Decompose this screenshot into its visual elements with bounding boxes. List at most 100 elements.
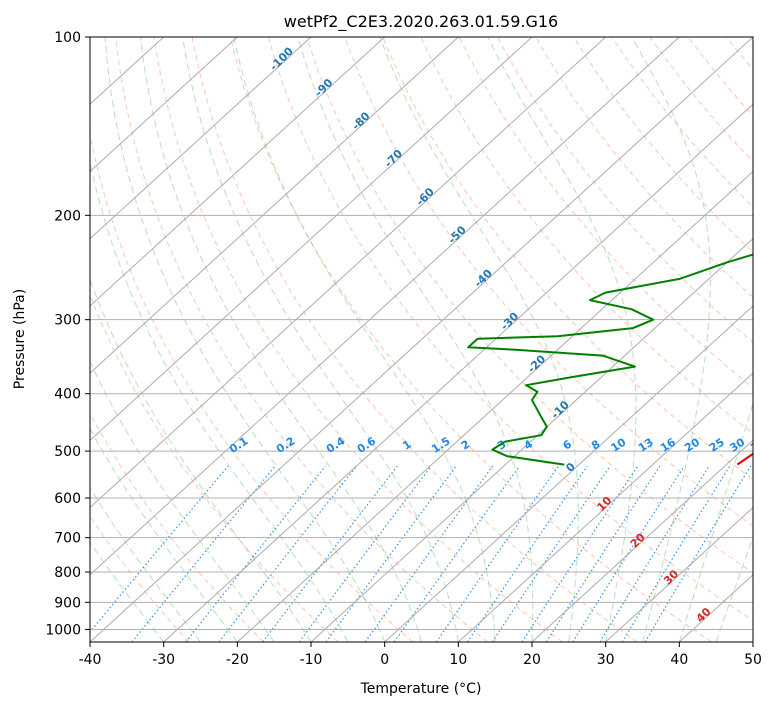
dry-adiabat-label: -70 — [382, 147, 405, 170]
moist-adiabat-label: 10 — [594, 494, 614, 514]
moist-adiabat-label: 30 — [661, 567, 681, 587]
isotherm — [163, 103, 753, 642]
dry-adiabat — [191, 37, 638, 642]
moist-adiabat — [379, 37, 579, 642]
mixing-ratio-label: 6 — [561, 437, 575, 452]
isotherm — [531, 439, 753, 642]
axis-ticks: -40 -30 -20 -10 0 10 20 30 40 5010020030040050060… — [45, 30, 762, 668]
mixing-ratio-label: 25 — [707, 436, 727, 455]
x-tick-label: 50 — [744, 652, 762, 668]
isotherm — [752, 641, 753, 642]
isotherm — [457, 372, 753, 642]
dry-adiabat — [90, 515, 190, 642]
isotherm — [90, 37, 533, 442]
x-tick-label: -20 — [226, 652, 249, 668]
y-tick-label: 100 — [54, 30, 81, 46]
mixing-ratio-line — [218, 465, 357, 642]
mixing-ratio-label: 10 — [609, 435, 629, 454]
dry-adiabat — [344, 37, 753, 527]
chart-title: wetPf2_C2E3.2020.263.01.59.G16 — [284, 12, 558, 32]
mixing-ratio-label: 30 — [727, 435, 747, 454]
mixing-ratio-line — [262, 465, 398, 642]
x-tick-label: -30 — [152, 652, 175, 668]
dry-adiabat — [649, 37, 753, 163]
isotherm — [90, 37, 753, 642]
x-tick-label: 20 — [523, 652, 541, 668]
dry-adiabat — [458, 37, 753, 389]
y-tick-label: 200 — [54, 208, 81, 224]
profiles — [467, 253, 753, 466]
dry-adiabat — [687, 37, 753, 117]
mixing-ratio-label: 0.4 — [324, 434, 348, 456]
x-tick-label: -40 — [79, 652, 102, 668]
y-axis-label: Pressure (hPa) — [12, 289, 28, 389]
isotherm — [90, 37, 386, 307]
mixing-ratio-label: 36 — [748, 435, 768, 454]
mixing-ratio-label: 1 — [400, 438, 414, 453]
dry-adiabat-label: -30 — [498, 310, 521, 333]
mixing-ratio-line — [131, 465, 276, 642]
dry-adiabat — [115, 37, 488, 642]
moist-adiabat — [90, 427, 238, 642]
mixing-ratio-line — [644, 465, 752, 642]
moist-adiabat — [715, 535, 753, 642]
isotherm — [90, 37, 238, 173]
mixing-ratio-line — [185, 465, 326, 642]
moist-adiabat — [90, 360, 275, 642]
moist-adiabat-label: 40 — [694, 605, 714, 625]
dry-adiabat-label: -50 — [446, 223, 469, 246]
dry-adiabat — [726, 37, 753, 71]
dry-adiabat — [90, 412, 264, 642]
mixing-ratio-label: 2 — [459, 438, 473, 453]
plot-frame — [89, 36, 754, 643]
mixing-ratio-line — [545, 465, 661, 642]
y-tick-label: 700 — [54, 531, 81, 547]
background-lines — [90, 37, 775, 642]
y-tick-label: 600 — [54, 491, 81, 507]
isotherm — [90, 37, 680, 576]
y-tick-label: 500 — [54, 444, 81, 460]
dry-adiabat — [573, 37, 753, 253]
mixing-ratio-line — [621, 465, 731, 642]
dry-adiabat-label: -60 — [414, 185, 437, 208]
mixing-ratio-label: 13 — [636, 436, 656, 455]
moist-adiabat — [90, 160, 349, 642]
moist-adiabat — [487, 37, 637, 642]
moist-adiabat — [90, 278, 312, 642]
isotherm — [236, 170, 753, 642]
moist-adiabat — [678, 401, 753, 642]
moist-adiabat — [631, 37, 711, 642]
dry-adiabat — [765, 37, 775, 642]
isotherm — [384, 305, 753, 642]
mixing-ratio-line — [466, 465, 588, 642]
y-tick-label: 400 — [54, 387, 81, 403]
mixing-ratio-line — [491, 465, 611, 642]
moist-adiabat — [140, 37, 422, 642]
moist-adiabat — [90, 487, 201, 642]
mixing-ratio-label: 1.5 — [429, 434, 452, 456]
mixing-ratio-label: 0.1 — [227, 434, 250, 456]
moist-adiabat — [104, 37, 386, 642]
mixing-ratio-label: 3 — [495, 438, 509, 453]
dry-adiabat-label: -80 — [349, 109, 372, 132]
mixing-ratio-line — [521, 465, 639, 642]
x-tick-label: 0 — [380, 652, 389, 668]
y-tick-label: 900 — [54, 595, 81, 611]
temperature-profile — [736, 452, 753, 466]
mixing-ratio-line — [435, 465, 559, 642]
mixing-ratio-label: 16 — [658, 435, 678, 454]
dry-adiabat-label: -90 — [312, 76, 335, 99]
dry-adiabat — [268, 37, 753, 622]
dewpoint-profile — [467, 253, 753, 466]
y-tick-label: 800 — [54, 565, 81, 581]
moist-adiabat — [297, 37, 534, 642]
dry-adiabat-label: -40 — [472, 267, 495, 290]
x-tick-label: 40 — [670, 652, 688, 668]
dry-adiabat — [496, 37, 753, 344]
moist-adiabat — [182, 37, 459, 642]
x-tick-label: -10 — [300, 652, 323, 668]
isotherm — [605, 506, 753, 642]
x-axis-label: Temperature (°C) — [360, 681, 482, 697]
mixing-ratio-line — [90, 465, 229, 633]
